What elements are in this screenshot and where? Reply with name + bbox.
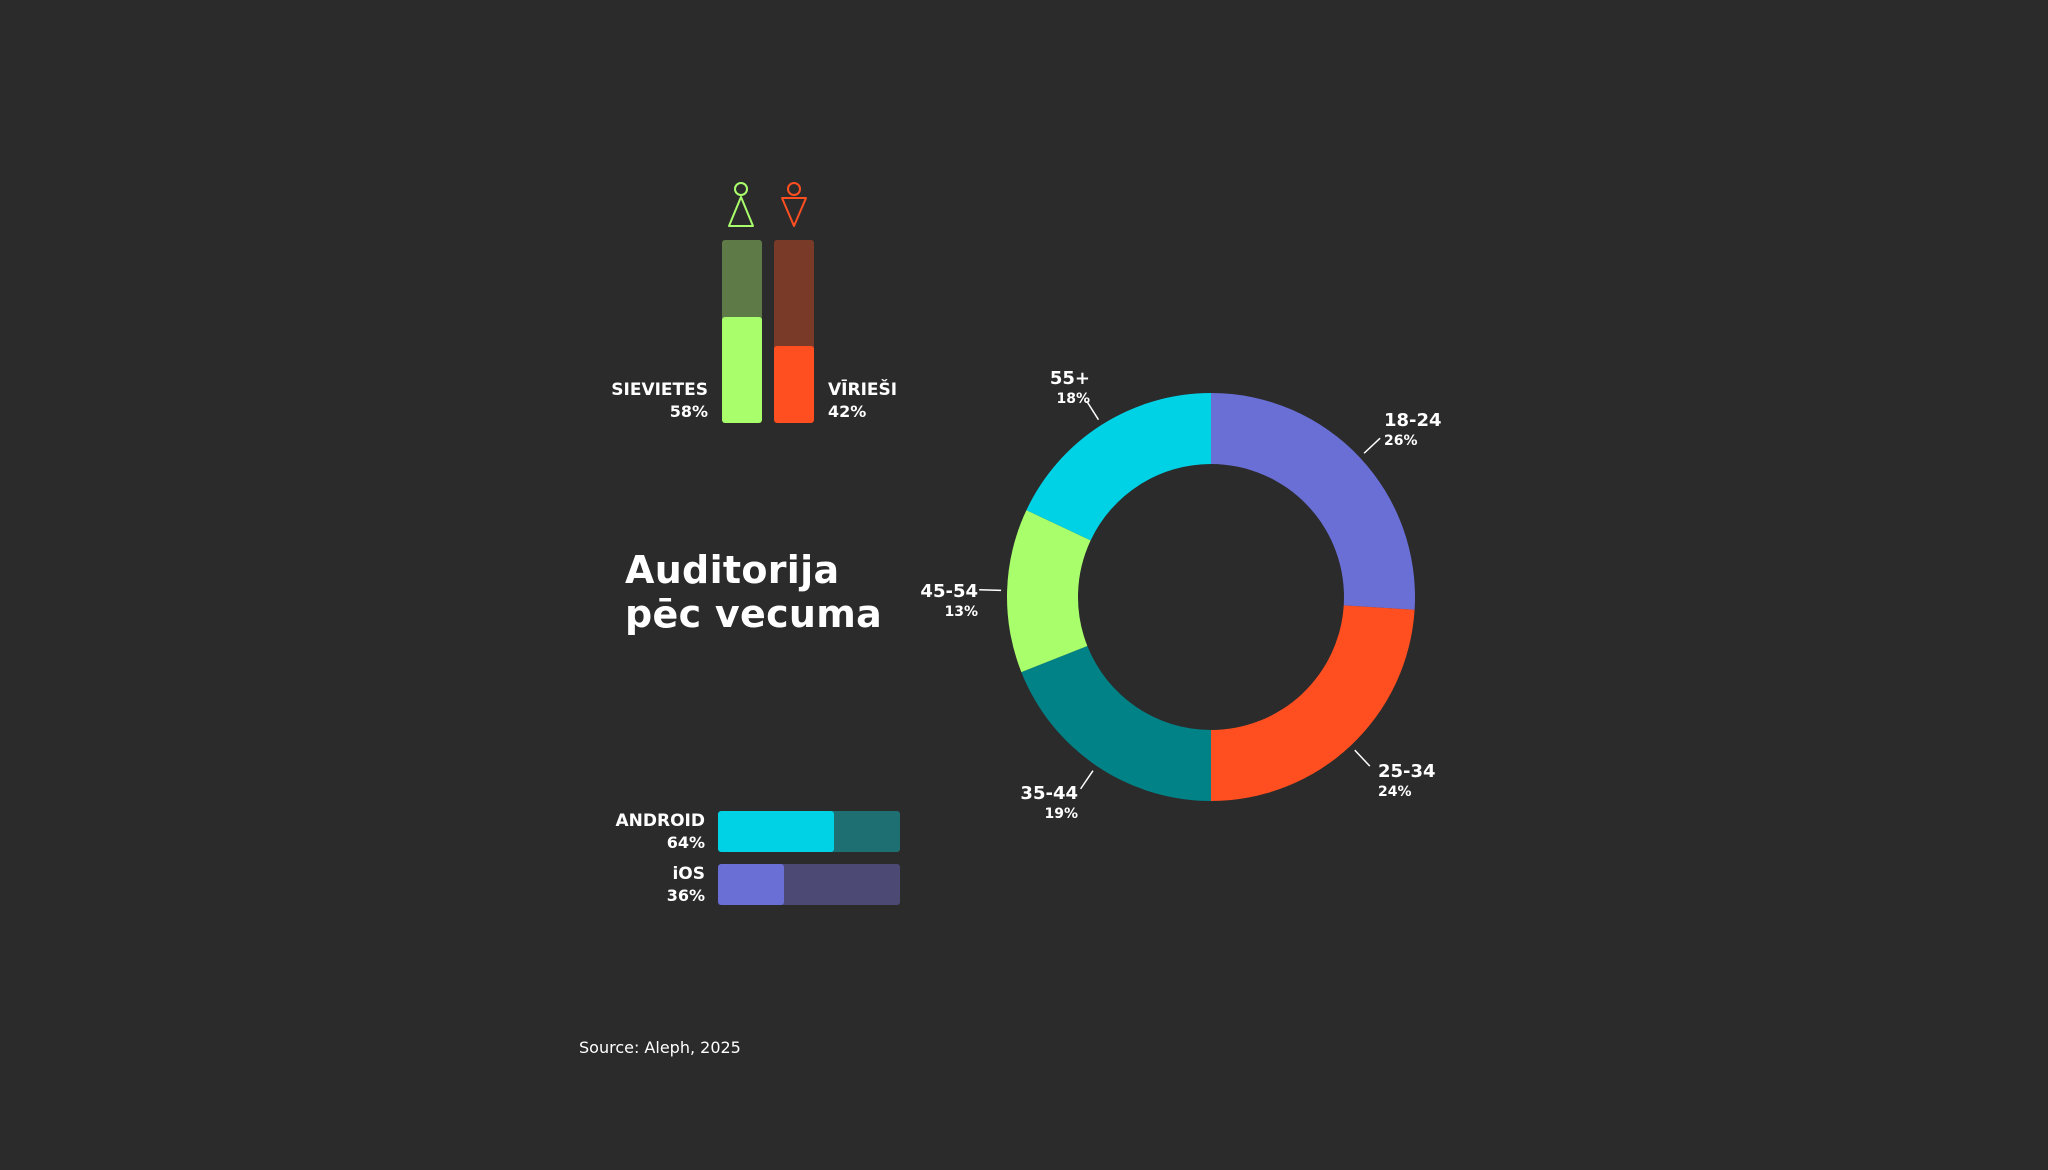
chart-title: Auditorija pēc vecuma (625, 548, 883, 636)
android-label-percent: 64% (666, 833, 705, 852)
donut-label-45-54: 45-54 (920, 581, 978, 602)
female-label-percent: 58% (669, 402, 708, 421)
donut-percent-25-34: 24% (1378, 784, 1412, 800)
donut-leader-line-25-34 (1354, 749, 1371, 767)
donut-leader-line-55+ (1086, 400, 1100, 421)
donut-segment-25-34 (1211, 605, 1415, 801)
donut-percent-55+: 18% (1056, 391, 1090, 407)
donut-leader-line-35-44 (1079, 770, 1094, 790)
donut-leader-line-45-54 (979, 588, 1002, 592)
ios-label-name: iOS (672, 864, 705, 884)
donut-segment-18-24 (1211, 393, 1415, 610)
android-share-bar (718, 811, 900, 852)
ios-label: iOS 36% (667, 864, 705, 906)
female-label-name: SIEVIETES (611, 380, 708, 400)
male-label-name: VĪRIEŠI (828, 380, 898, 400)
donut-label-18-24: 18-24 (1384, 410, 1442, 431)
donut-label-35-44: 35-44 (1020, 783, 1078, 804)
ios-share-bar (718, 864, 900, 905)
male-share-bar (774, 240, 814, 423)
male-share-bar-fill (774, 346, 814, 423)
source-note: Source: Aleph, 2025 (579, 1038, 741, 1057)
donut-label-25-34: 25-34 (1378, 761, 1436, 782)
ios-share-bar-fill (718, 864, 784, 905)
android-label-name: ANDROID (615, 811, 705, 831)
female-label: SIEVIETES 58% (611, 380, 708, 422)
female-share-bar (722, 240, 762, 423)
female-figure-icon (728, 182, 754, 227)
male-figure-icon (781, 182, 807, 227)
android-share-bar-fill (718, 811, 835, 852)
donut-segment-35-44 (1021, 645, 1211, 801)
donut-label-55+: 55+ (1050, 368, 1090, 389)
donut-percent-45-54: 13% (944, 604, 978, 620)
male-label: VĪRIEŠI 42% (828, 380, 897, 422)
ios-label-percent: 36% (666, 886, 705, 905)
donut-segment-45-54 (1007, 510, 1091, 673)
donut-segment-55+ (1026, 393, 1211, 541)
donut-percent-35-44: 19% (1044, 806, 1078, 822)
female-share-bar-fill (722, 316, 762, 423)
donut-percent-18-24: 26% (1384, 433, 1418, 449)
android-label: ANDROID 64% (616, 811, 705, 853)
male-label-percent: 42% (828, 402, 867, 421)
donut-leader-line-18-24 (1363, 437, 1381, 454)
